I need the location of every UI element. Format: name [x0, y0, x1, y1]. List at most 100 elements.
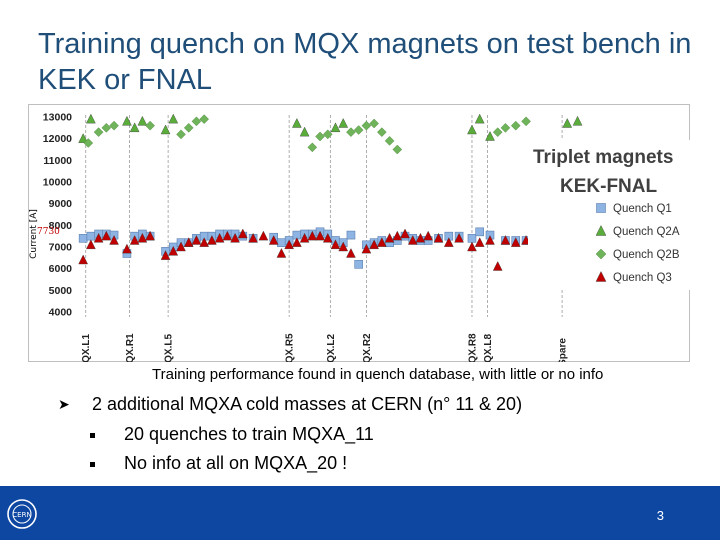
data-point — [384, 232, 395, 243]
data-point — [346, 127, 356, 137]
y-tick-label: 12000 — [43, 133, 72, 145]
data-point — [299, 232, 310, 243]
data-point — [276, 248, 287, 258]
data-point — [199, 237, 209, 247]
data-point — [268, 235, 279, 245]
data-point — [129, 235, 140, 245]
data-point — [183, 123, 194, 133]
data-point — [199, 114, 209, 124]
data-point — [168, 245, 179, 256]
y-tick-label: 5000 — [49, 285, 73, 297]
x-category-label: RQX.R8 — [467, 333, 478, 362]
data-point — [475, 227, 485, 237]
data-point — [160, 124, 171, 135]
data-point — [361, 243, 372, 254]
chart-caption: Training performance found in quench dat… — [152, 366, 604, 383]
data-point — [433, 232, 444, 243]
data-point — [230, 232, 240, 243]
data-point — [467, 124, 477, 135]
data-point — [361, 120, 372, 131]
annotation-7730: 7730 — [37, 227, 60, 237]
data-point — [307, 230, 318, 241]
data-point — [562, 118, 573, 128]
slide-title: Training quench on MQX magnets on test b… — [38, 28, 692, 96]
data-point — [353, 125, 364, 135]
data-point — [474, 113, 485, 124]
data-point — [500, 123, 511, 133]
data-point — [315, 131, 325, 142]
legend-label: Quench Q3 — [613, 272, 672, 284]
legend-marker — [595, 248, 607, 260]
data-point — [392, 144, 403, 155]
x-category-label: RQX.R2 — [362, 333, 373, 362]
data-point — [93, 232, 104, 243]
x-category-label: RQX.L5 — [164, 334, 175, 362]
data-point — [369, 239, 379, 250]
data-point — [248, 232, 258, 243]
data-point — [214, 232, 225, 243]
legend-label: Quench Q2B — [613, 249, 680, 261]
data-point — [137, 115, 148, 126]
data-point — [176, 241, 186, 252]
data-point — [122, 115, 132, 126]
data-point — [392, 230, 403, 241]
data-point — [145, 120, 155, 131]
data-point — [500, 235, 511, 245]
data-point — [467, 234, 477, 243]
data-point — [145, 230, 155, 241]
data-point — [415, 232, 426, 243]
y-tick-label: 13000 — [43, 112, 72, 124]
data-point — [492, 261, 503, 271]
data-point — [322, 232, 333, 243]
arrow-bullet-icon: ➤ — [58, 396, 70, 412]
data-point — [78, 133, 88, 143]
data-point — [284, 239, 294, 250]
data-point — [86, 239, 96, 250]
y-tick-label: 6000 — [49, 263, 73, 275]
y-tick-label: 9000 — [49, 198, 73, 210]
data-point — [168, 113, 179, 124]
legend-label: Quench Q1 — [613, 203, 672, 215]
data-point — [572, 115, 583, 126]
y-tick-label: 8000 — [49, 220, 73, 232]
y-tick-label: 7000 — [49, 242, 73, 254]
data-point — [474, 237, 485, 247]
y-tick-label: 10000 — [43, 177, 72, 189]
data-point — [78, 254, 88, 265]
data-point — [400, 228, 410, 239]
data-point — [277, 238, 286, 247]
data-point — [101, 123, 112, 133]
x-category-label: RQX.L2 — [326, 334, 337, 362]
square-bullet-icon — [90, 462, 95, 467]
svg-text:CERN: CERN — [12, 511, 31, 519]
data-point — [322, 129, 333, 140]
data-point — [485, 235, 495, 245]
data-point — [183, 237, 194, 247]
chart-ylabel: Current [A] — [29, 209, 39, 259]
data-point — [346, 230, 356, 240]
data-point — [346, 248, 356, 258]
data-point — [292, 237, 302, 247]
x-category-label: RQX.L1 — [81, 334, 92, 362]
data-point — [160, 250, 171, 260]
data-point — [492, 127, 503, 137]
data-point — [83, 138, 94, 148]
legend-marker — [595, 225, 607, 236]
data-point — [454, 232, 464, 243]
data-point — [330, 239, 341, 250]
chart-title: Triplet magnets — [533, 147, 673, 168]
y-tick-label: 11000 — [43, 155, 72, 167]
data-point — [129, 122, 140, 133]
data-point — [101, 230, 112, 241]
data-point — [377, 237, 387, 247]
chart-subtitle: KEK-FNAL — [560, 176, 657, 197]
data-point — [467, 241, 477, 252]
data-point — [307, 142, 318, 153]
data-point — [137, 232, 148, 243]
data-point — [338, 241, 349, 252]
legend-marker — [595, 271, 607, 282]
legend-marker — [596, 203, 606, 213]
data-point — [423, 230, 434, 241]
legend-label: Quench Q2A — [613, 226, 680, 238]
square-bullet-icon — [90, 433, 95, 438]
